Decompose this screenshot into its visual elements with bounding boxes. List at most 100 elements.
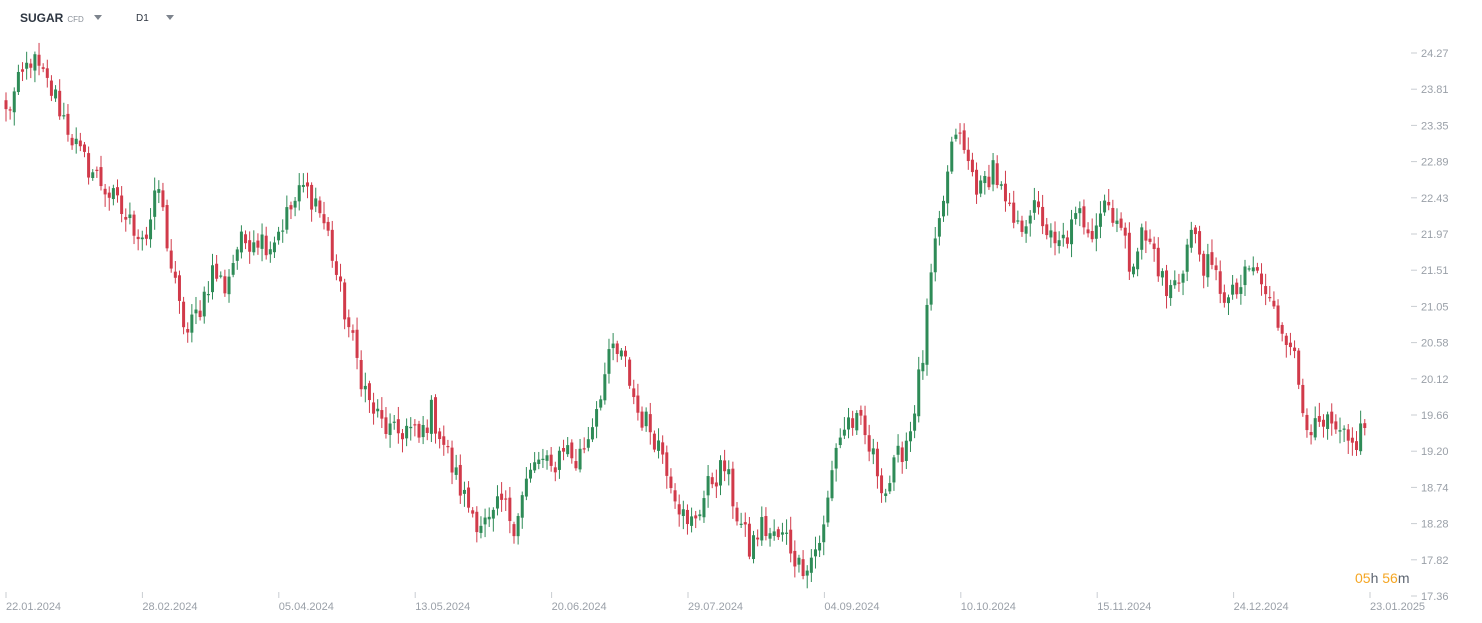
y-tick-label: 20.58 bbox=[1421, 338, 1449, 350]
candle bbox=[529, 463, 533, 483]
candle bbox=[149, 208, 153, 248]
candle bbox=[351, 324, 355, 341]
interval-selector[interactable]: D1 bbox=[136, 13, 174, 24]
candle bbox=[392, 414, 396, 430]
y-tick-label: 21.51 bbox=[1421, 265, 1449, 277]
candle bbox=[661, 435, 665, 464]
candle bbox=[438, 427, 442, 449]
candle bbox=[1342, 425, 1346, 442]
candle bbox=[54, 85, 58, 102]
candle bbox=[1251, 256, 1255, 276]
candle bbox=[388, 413, 392, 448]
candle bbox=[628, 357, 632, 389]
candle bbox=[937, 210, 941, 246]
candle bbox=[483, 508, 487, 538]
candle bbox=[735, 502, 739, 526]
candle bbox=[25, 51, 29, 80]
candle bbox=[4, 92, 8, 122]
candle bbox=[1148, 229, 1152, 245]
candle bbox=[1181, 270, 1185, 296]
x-tick-label: 10.10.2024 bbox=[961, 601, 1016, 613]
candles-layer bbox=[4, 42, 1367, 589]
candle bbox=[785, 519, 789, 545]
candle bbox=[289, 201, 293, 220]
candle bbox=[578, 438, 582, 473]
candle bbox=[718, 455, 722, 496]
candle bbox=[1016, 210, 1020, 225]
candle bbox=[702, 490, 706, 523]
x-tick-label: 23.01.2025 bbox=[1370, 601, 1425, 613]
candle bbox=[310, 182, 314, 222]
candle bbox=[838, 428, 842, 449]
candle bbox=[198, 300, 202, 321]
candle bbox=[673, 483, 677, 509]
candle bbox=[1156, 237, 1160, 282]
candle bbox=[1363, 419, 1367, 436]
candle bbox=[1268, 285, 1272, 302]
candle bbox=[698, 509, 702, 521]
x-tick-label: 24.12.2024 bbox=[1234, 601, 1289, 613]
candle bbox=[169, 239, 173, 273]
x-tick-label: 13.05.2024 bbox=[415, 601, 470, 613]
candle bbox=[49, 75, 53, 102]
candle bbox=[1198, 225, 1202, 262]
candle bbox=[652, 430, 656, 453]
candle bbox=[367, 380, 371, 413]
candle bbox=[904, 432, 908, 470]
candle bbox=[256, 233, 260, 255]
candle bbox=[132, 210, 136, 245]
candle bbox=[979, 175, 983, 198]
candle bbox=[1123, 222, 1127, 249]
candle bbox=[339, 263, 343, 292]
candle bbox=[425, 419, 429, 441]
candle bbox=[950, 136, 954, 174]
candle bbox=[462, 481, 466, 507]
candle bbox=[301, 173, 305, 193]
candle bbox=[537, 451, 541, 470]
candle bbox=[541, 448, 545, 468]
candle bbox=[293, 197, 297, 217]
y-tick-label: 23.35 bbox=[1421, 120, 1449, 132]
candle bbox=[595, 401, 599, 439]
candle bbox=[913, 405, 917, 439]
candle bbox=[1045, 217, 1049, 240]
candle bbox=[892, 454, 896, 491]
candle bbox=[1297, 348, 1301, 390]
candle bbox=[355, 317, 359, 370]
candle bbox=[1231, 274, 1235, 300]
candle bbox=[512, 521, 516, 544]
candle bbox=[797, 554, 801, 573]
candle bbox=[248, 231, 252, 264]
candle bbox=[252, 230, 256, 256]
candle bbox=[372, 392, 376, 425]
candle bbox=[685, 504, 689, 535]
candle bbox=[400, 428, 404, 453]
candle bbox=[665, 445, 669, 489]
candle bbox=[223, 269, 227, 297]
x-tick-label: 28.02.2024 bbox=[142, 601, 197, 613]
candle bbox=[244, 230, 248, 250]
candle bbox=[1346, 424, 1350, 454]
candle bbox=[458, 454, 462, 504]
candle bbox=[297, 173, 301, 211]
candle bbox=[942, 195, 946, 222]
countdown-minutes-unit: m bbox=[1397, 570, 1410, 586]
candle bbox=[863, 405, 867, 445]
candle bbox=[467, 481, 471, 513]
candle bbox=[1131, 263, 1135, 278]
candle bbox=[760, 506, 764, 546]
candle bbox=[305, 172, 309, 199]
candle bbox=[1288, 332, 1292, 356]
candle bbox=[21, 62, 25, 82]
y-tick-label: 22.89 bbox=[1421, 157, 1449, 169]
candle bbox=[260, 223, 264, 262]
instrument-selector[interactable]: SUGAR CFD bbox=[20, 11, 102, 25]
candle bbox=[500, 482, 504, 512]
candle bbox=[272, 236, 276, 258]
candle bbox=[574, 449, 578, 471]
x-tick-label: 15.11.2024 bbox=[1097, 601, 1151, 613]
candle bbox=[570, 439, 574, 464]
candle bbox=[1173, 270, 1177, 289]
candle bbox=[780, 522, 784, 542]
